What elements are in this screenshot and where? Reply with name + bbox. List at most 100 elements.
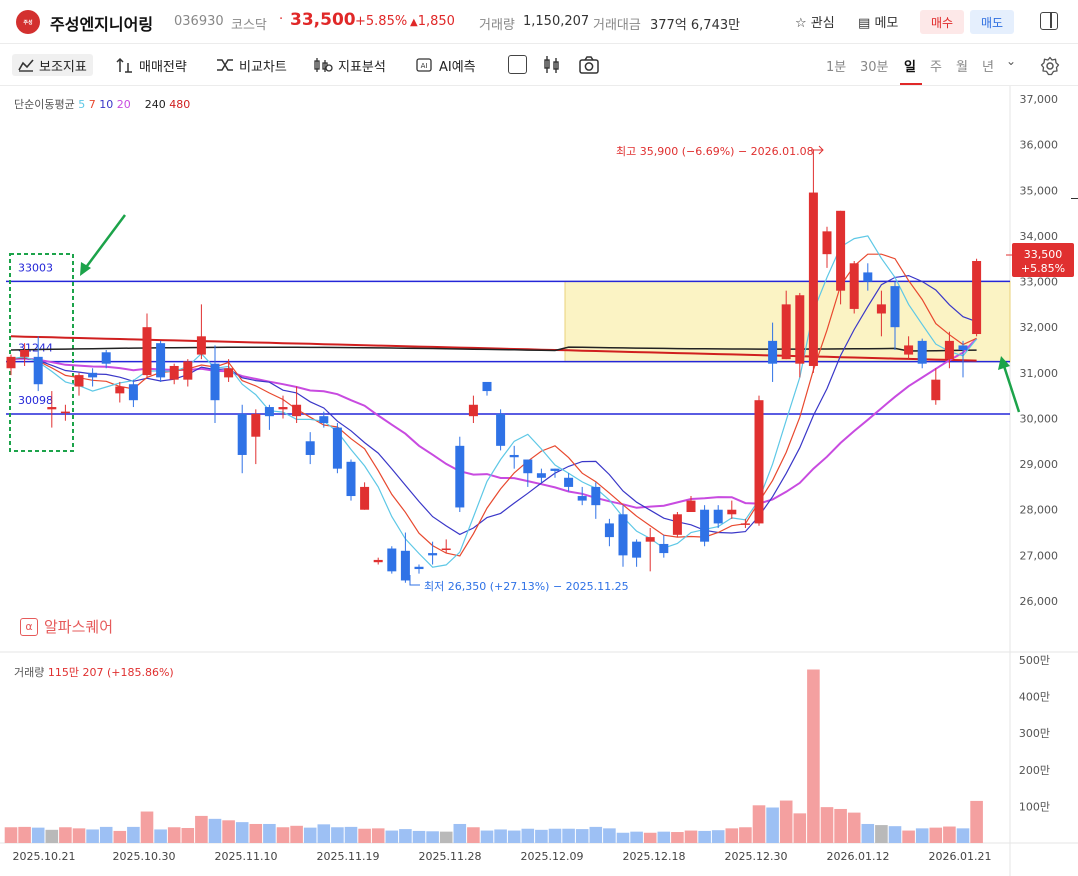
volume-bar (399, 829, 412, 843)
volume-bar (358, 828, 371, 843)
y-tick-label: 31,000 (1020, 367, 1059, 380)
sell-button[interactable]: 매도 (970, 10, 1014, 34)
volume-bar (371, 828, 385, 843)
candle-body (400, 550, 410, 581)
memo-button[interactable]: ▤ 메모 (858, 16, 899, 31)
candle-body (387, 548, 397, 572)
ma-legend: 단순이동평균 5 7 10 20 240 480 (14, 98, 191, 111)
volume-bar (915, 828, 929, 843)
candle-body (972, 261, 982, 335)
volume-bar (888, 826, 902, 843)
compare-button[interactable]: 비교차트 (216, 54, 287, 76)
volume-bar (847, 812, 861, 843)
indicator-button[interactable]: 보조지표 (12, 54, 93, 76)
side-panel-icon[interactable] (1040, 12, 1058, 30)
candlestick-icon[interactable] (543, 55, 561, 75)
x-tick-label: 2025.11.19 (317, 850, 380, 863)
candle-body (441, 548, 451, 551)
volume-bar (575, 829, 589, 843)
candle-body (659, 543, 669, 554)
candle-body (836, 210, 846, 291)
candle-analysis-icon (314, 58, 333, 72)
volume-tick-label: 500만 (1019, 654, 1050, 667)
volume-bar (807, 669, 820, 843)
gear-icon[interactable] (1040, 56, 1060, 76)
arrow-head (998, 356, 1010, 370)
candle-body (101, 352, 111, 364)
period-30min[interactable]: 30분 (860, 60, 889, 75)
volume-bar (970, 800, 983, 843)
period-day[interactable]: 일 (904, 60, 916, 75)
candle-body (876, 304, 886, 314)
period-week[interactable]: 주 (930, 60, 942, 75)
volume-bar (140, 811, 154, 843)
volume-bar (290, 825, 303, 843)
volume-bar (861, 823, 875, 843)
volume-bar (698, 830, 711, 843)
ai-predict-button[interactable]: AI AI예측 (414, 54, 476, 76)
volume-tick-label: 300만 (1019, 727, 1050, 740)
candle-body (237, 413, 247, 455)
candle-body (523, 459, 533, 474)
candle-body (754, 400, 764, 524)
candle-body (632, 541, 642, 558)
stock-name[interactable]: 주성엔지니어링 (50, 15, 154, 34)
candle-body (332, 427, 342, 469)
volume-tick-label: 100만 (1019, 800, 1050, 813)
analysis-button[interactable]: 지표분석 (313, 54, 386, 76)
high-annotation: 최고 35,900 (−6.69%) − 2026.01.08 (616, 145, 814, 158)
candle-body (60, 411, 70, 414)
candle-body (47, 407, 57, 410)
price-tag-value: 33,500 (1024, 248, 1063, 261)
low-annotation: 최저 26,350 (+27.13%) − 2025.11.25 (424, 580, 629, 593)
volume-bar (657, 831, 671, 843)
volume-legend: 거래량 115만 207 (+185.86%) (14, 666, 174, 679)
volume-bar (127, 826, 140, 843)
x-tick-label: 2025.12.30 (725, 850, 788, 863)
star-icon: ☆ (795, 16, 807, 31)
candle-body (795, 295, 805, 364)
period-1min[interactable]: 1분 (826, 60, 847, 75)
strategy-button[interactable]: 매매전략 (116, 54, 187, 76)
candle-body (781, 304, 791, 360)
strategy-icon (116, 57, 132, 73)
candle-body (931, 379, 941, 401)
candle-body (686, 500, 696, 513)
period-selected-underline (900, 83, 922, 85)
price-chart[interactable]: 37,000 36,000 35,000 34,000 33,000 32,000 31,0… (0, 86, 1078, 876)
y-tick-label: 26,000 (1020, 595, 1059, 608)
chevron-down-icon[interactable]: ⌄ (1006, 54, 1017, 68)
y-tick-label: 27,000 (1020, 549, 1059, 562)
candle-body (88, 372, 98, 378)
camera-icon[interactable] (578, 55, 600, 75)
x-tick-label: 2025.10.21 (13, 850, 76, 863)
volume-bar (834, 808, 847, 843)
volume-bar (18, 826, 31, 843)
candle-body (958, 345, 968, 350)
square-draw-icon[interactable] (508, 55, 527, 74)
compare-icon (217, 59, 233, 71)
volume-bar (439, 831, 453, 843)
period-year[interactable]: 년 (982, 60, 994, 75)
candle-body (292, 404, 302, 417)
y-tick-label: 30,000 (1020, 412, 1059, 425)
volume-bar (167, 827, 181, 843)
volume-bar (195, 815, 208, 843)
amount-label: 거래대금 (593, 18, 641, 33)
buy-button[interactable]: 매수 (920, 10, 964, 34)
volume-bar (154, 829, 167, 843)
y-tick-label: 29,000 (1020, 458, 1059, 471)
candle-body (904, 345, 914, 355)
period-month[interactable]: 월 (956, 60, 968, 75)
volume-bar (562, 828, 575, 843)
y-tick-label: 32,000 (1020, 321, 1059, 334)
candle-body (550, 468, 560, 471)
candle-body (264, 407, 274, 417)
volume-value: 1,150,207 (523, 14, 590, 29)
candle-body (196, 336, 206, 355)
volume-bar (643, 832, 657, 843)
candle-body (768, 340, 778, 364)
candle-body (373, 559, 383, 563)
watchlist-button[interactable]: ☆ 관심 (795, 16, 835, 31)
ma20-line (10, 337, 978, 509)
